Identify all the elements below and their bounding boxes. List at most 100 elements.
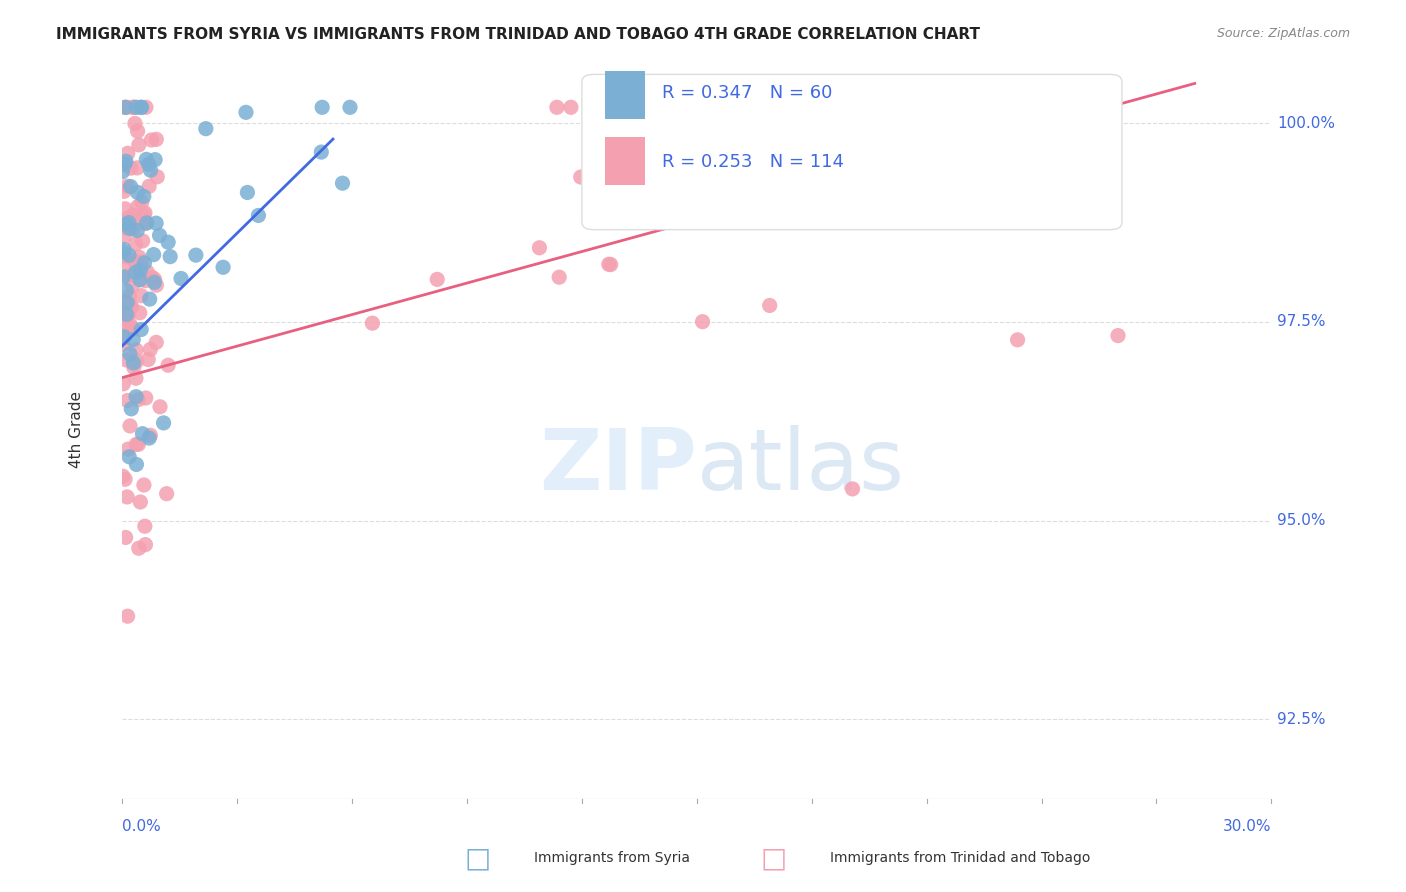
Point	[115, 490, 138, 504]
Point	[125, 100, 148, 114]
Point	[118, 216, 141, 230]
Point	[159, 250, 181, 264]
Point	[115, 307, 138, 321]
Point	[127, 200, 149, 214]
Point	[112, 331, 135, 345]
Text: R = 0.347   N = 60: R = 0.347 N = 60	[662, 84, 832, 102]
Point	[111, 469, 134, 483]
Point	[141, 133, 163, 147]
Point	[122, 333, 145, 347]
Point	[145, 132, 167, 146]
Point	[111, 165, 134, 179]
Point	[135, 153, 157, 167]
Point	[129, 258, 152, 272]
Text: 30.0%: 30.0%	[1223, 819, 1271, 834]
Point	[127, 186, 149, 200]
Point	[143, 276, 166, 290]
Point	[138, 157, 160, 171]
Point	[120, 161, 142, 176]
Point	[118, 289, 141, 303]
Point	[115, 100, 138, 114]
Point	[156, 486, 179, 500]
Point	[247, 209, 270, 223]
Point	[145, 216, 167, 230]
Point	[311, 100, 333, 114]
Point	[132, 478, 155, 492]
Point	[134, 206, 156, 220]
Point	[529, 241, 551, 255]
Point	[115, 307, 138, 321]
Point	[125, 458, 148, 472]
Point	[124, 100, 146, 114]
Text: 100.0%: 100.0%	[1277, 116, 1336, 131]
Point	[131, 195, 153, 210]
Point	[114, 220, 136, 235]
Point	[117, 211, 139, 225]
Point	[118, 347, 141, 361]
Point	[841, 482, 863, 496]
Point	[311, 145, 333, 159]
Text: Immigrants from Trinidad and Tobago: Immigrants from Trinidad and Tobago	[830, 851, 1090, 865]
Point	[236, 186, 259, 200]
Point	[157, 358, 180, 372]
Point	[125, 390, 148, 404]
Point	[118, 418, 141, 433]
Text: 95.0%: 95.0%	[1277, 513, 1326, 528]
Point	[953, 168, 976, 182]
Text: Immigrants from Syria: Immigrants from Syria	[534, 851, 690, 865]
Point	[121, 321, 143, 335]
Point	[115, 154, 138, 169]
Point	[118, 258, 141, 272]
Point	[548, 270, 571, 285]
Point	[114, 202, 136, 216]
Point	[134, 274, 156, 288]
Point	[111, 244, 134, 259]
Point	[145, 278, 167, 293]
Point	[112, 321, 135, 335]
Point	[112, 229, 135, 244]
Point	[114, 100, 136, 114]
Point	[115, 295, 138, 310]
Text: 4th Grade: 4th Grade	[69, 391, 84, 467]
Point	[138, 292, 160, 306]
Point	[212, 260, 235, 275]
Point	[184, 248, 207, 262]
Point	[121, 300, 143, 314]
Point	[139, 428, 162, 442]
Point	[426, 272, 449, 286]
Point	[149, 400, 172, 414]
Point	[125, 354, 148, 368]
Point	[157, 235, 180, 250]
Point	[560, 100, 582, 114]
Text: □: □	[465, 844, 491, 872]
Point	[117, 146, 139, 161]
Point	[118, 248, 141, 262]
Point	[152, 416, 174, 430]
Point	[135, 216, 157, 230]
Point	[134, 519, 156, 533]
Point	[1107, 328, 1129, 343]
Point	[361, 316, 384, 330]
Point	[114, 472, 136, 486]
Point	[117, 393, 139, 408]
Point	[1007, 333, 1029, 347]
Point	[125, 343, 148, 357]
Point	[124, 116, 146, 130]
Point	[901, 107, 924, 121]
Point	[128, 137, 150, 152]
Point	[125, 236, 148, 251]
Point	[127, 223, 149, 237]
Point	[603, 148, 626, 162]
Point	[129, 262, 152, 277]
Point	[128, 250, 150, 264]
Point	[118, 299, 141, 313]
Point	[127, 161, 149, 175]
Point	[122, 360, 145, 375]
Point	[115, 179, 138, 194]
Point	[138, 431, 160, 445]
Point	[114, 328, 136, 343]
Point	[120, 401, 142, 416]
Point	[120, 179, 142, 194]
Point	[127, 266, 149, 280]
Point	[131, 426, 153, 441]
